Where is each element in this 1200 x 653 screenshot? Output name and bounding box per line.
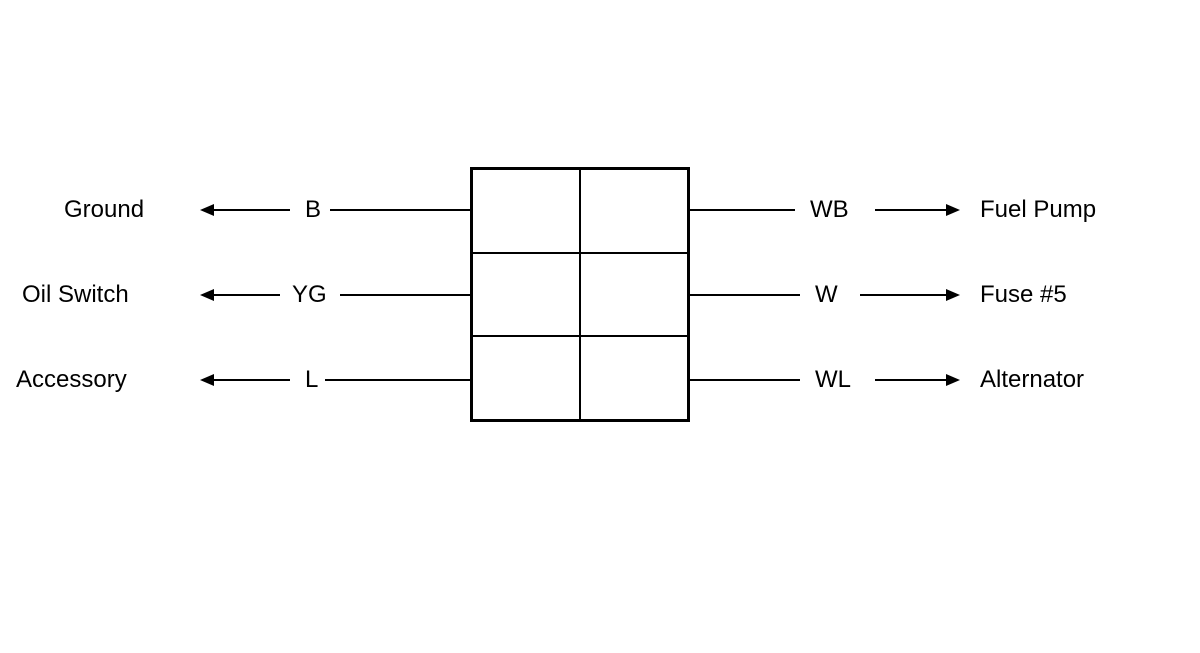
arrow-line-left-1 bbox=[214, 294, 280, 296]
destination-label-left-2: Accessory bbox=[16, 366, 127, 394]
wire-line-left-1 bbox=[340, 294, 470, 296]
connector-cell bbox=[472, 253, 580, 337]
wire-code-right-2: WL bbox=[815, 366, 851, 394]
arrow-right-1 bbox=[946, 289, 960, 301]
wire-line-left-0 bbox=[330, 209, 470, 211]
diagram-container: Ground B Oil Switch YG Accessory L WB Fu… bbox=[0, 0, 1200, 653]
wire-line-left-2 bbox=[325, 379, 470, 381]
wire-line-right-1 bbox=[690, 294, 800, 296]
arrow-left-2 bbox=[200, 374, 214, 386]
arrow-line-right-2 bbox=[875, 379, 946, 381]
arrow-left-1 bbox=[200, 289, 214, 301]
connector-cell bbox=[580, 253, 688, 337]
connector-cell bbox=[472, 336, 580, 420]
destination-label-right-2: Alternator bbox=[980, 366, 1084, 394]
arrow-right-0 bbox=[946, 204, 960, 216]
connector-cell bbox=[580, 336, 688, 420]
arrow-line-right-0 bbox=[875, 209, 946, 211]
destination-label-left-0: Ground bbox=[64, 196, 144, 224]
wire-line-right-2 bbox=[690, 379, 800, 381]
destination-label-right-1: Fuse #5 bbox=[980, 281, 1067, 309]
connector-cell bbox=[580, 169, 688, 253]
wire-code-left-0: B bbox=[305, 196, 321, 224]
arrow-line-left-2 bbox=[214, 379, 290, 381]
wire-code-right-0: WB bbox=[810, 196, 849, 224]
connector-cell bbox=[472, 169, 580, 253]
wire-line-right-0 bbox=[690, 209, 795, 211]
arrow-left-0 bbox=[200, 204, 214, 216]
arrow-right-2 bbox=[946, 374, 960, 386]
destination-label-left-1: Oil Switch bbox=[22, 281, 129, 309]
arrow-line-right-1 bbox=[860, 294, 946, 296]
wire-code-left-2: L bbox=[305, 366, 318, 394]
arrow-line-left-0 bbox=[214, 209, 290, 211]
wire-code-left-1: YG bbox=[292, 281, 327, 309]
wire-code-right-1: W bbox=[815, 281, 838, 309]
connector-grid bbox=[472, 169, 688, 420]
destination-label-right-0: Fuel Pump bbox=[980, 196, 1096, 224]
connector-box bbox=[470, 167, 690, 422]
